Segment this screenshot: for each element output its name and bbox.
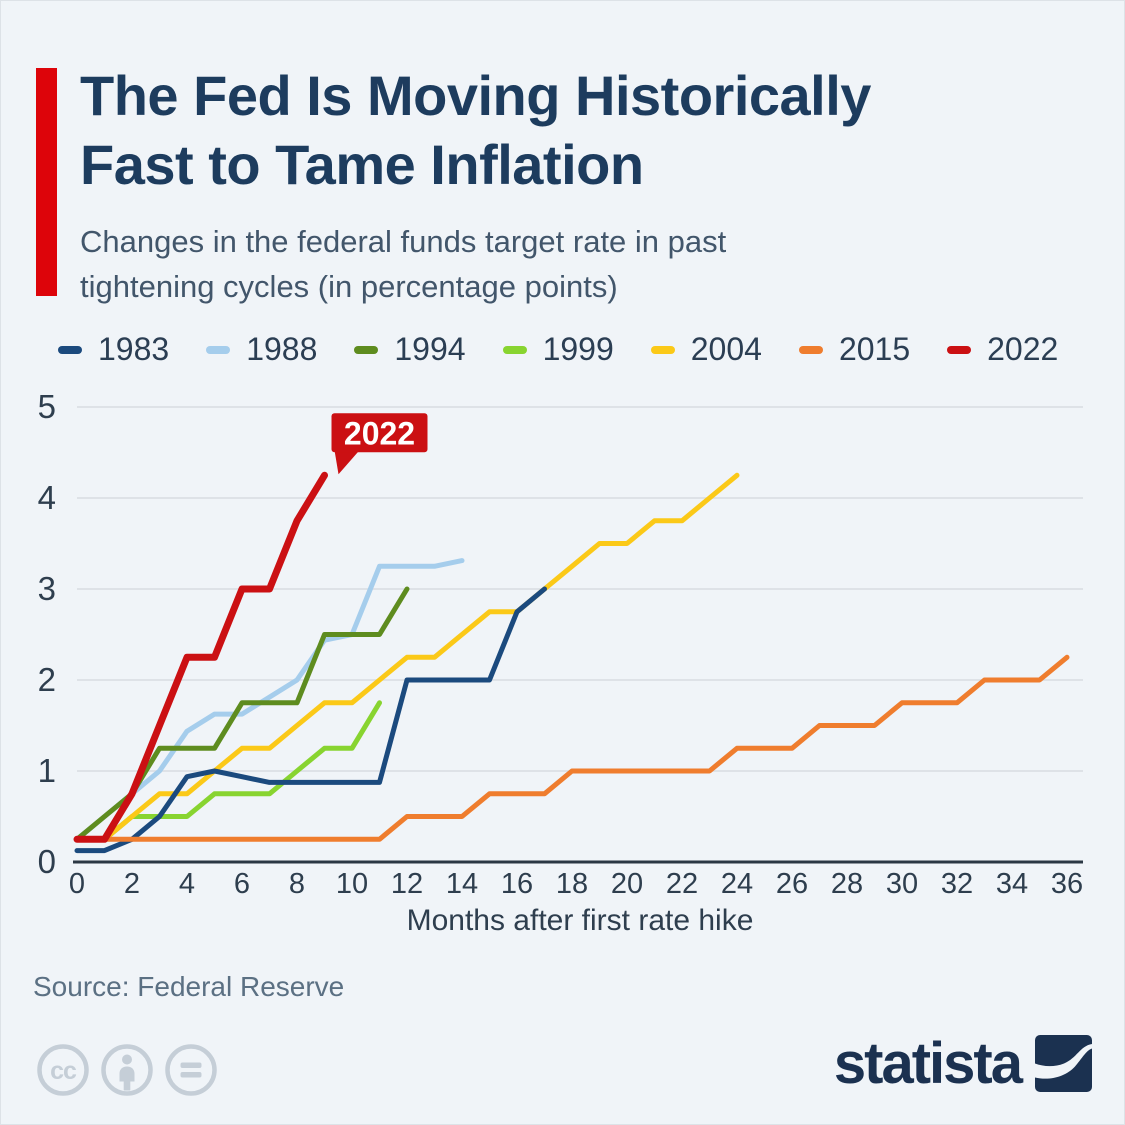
- chart-legend: 1983 1988 1994 1999 2004 2015 2022: [58, 331, 1058, 368]
- x-tick-label-10: 10: [336, 868, 368, 900]
- y-tick-label-1: 1: [38, 752, 56, 789]
- page-title: The Fed Is Moving Historically Fast to T…: [80, 61, 1080, 199]
- annotation-box: [331, 413, 428, 453]
- x-tick-label-24: 24: [721, 868, 753, 900]
- legend-swatch-1983: [58, 345, 82, 354]
- title-line-1: The Fed Is Moving Historically: [80, 64, 871, 127]
- annotation-text: 2022: [344, 415, 415, 451]
- series-line-1983: [74, 586, 547, 854]
- legend-swatch-1994: [354, 345, 379, 354]
- legend-swatch-2015: [798, 345, 823, 354]
- license-icons: cc: [36, 1043, 218, 1097]
- series-line-2022: [73, 471, 328, 843]
- legend-item-1983: 1983: [58, 331, 169, 368]
- subtitle-line-2: tightening cycles (in percentage points): [80, 269, 618, 304]
- annotation-pointer: [334, 450, 360, 475]
- x-tick-label-30: 30: [886, 868, 918, 900]
- x-tick-label-14: 14: [446, 868, 478, 900]
- chart-subtitle: Changes in the federal funds target rate…: [80, 219, 1060, 309]
- cc-nd-equals-icon: [165, 1044, 217, 1096]
- x-tick-label-20: 20: [611, 868, 643, 900]
- line-chart: 0 1 2 3 4 5 0 2 4 6 8 10 12 14 16 18 20 22 24 26 28 30 32 34 36 M…: [0, 388, 1125, 950]
- legend-label: 1988: [246, 331, 318, 367]
- x-tick-label-26: 26: [776, 868, 808, 900]
- x-tick-label-16: 16: [501, 868, 533, 900]
- cc-icon: cc: [37, 1044, 89, 1096]
- x-tick-label-8: 8: [289, 868, 305, 900]
- legend-label: 1983: [98, 331, 170, 367]
- legend-label: 2015: [838, 331, 911, 367]
- legend-item-2022: 2022: [947, 331, 1058, 368]
- series-line-2015: [74, 654, 1070, 842]
- legend-item-1994: 1994: [354, 331, 466, 368]
- title-line-2: Fast to Tame Inflation: [80, 133, 644, 196]
- legend-label: 2022: [987, 331, 1059, 367]
- x-tick-label-36: 36: [1051, 868, 1083, 900]
- legend-item-1999: 1999: [502, 331, 614, 368]
- legend-label: 1994: [394, 331, 466, 367]
- y-tick-label-5: 5: [38, 390, 56, 425]
- cc-by-person-icon: [101, 1044, 153, 1096]
- legend-item-2004: 2004: [650, 331, 762, 368]
- annotation-2022-callout: 2022: [331, 413, 428, 475]
- x-tick-label-34: 34: [996, 868, 1028, 900]
- svg-text:cc: cc: [50, 1057, 77, 1085]
- statista-logo: statista: [833, 1031, 1092, 1096]
- series-line-1988: [74, 558, 465, 842]
- legend-swatch-1988: [206, 345, 231, 354]
- statista-logo-text: statista: [833, 1031, 1023, 1096]
- y-tick-label-2: 2: [38, 661, 56, 698]
- legend-swatch-1999: [502, 345, 527, 354]
- statista-logo-icon: [1035, 1035, 1092, 1092]
- legend-item-1988: 1988: [206, 331, 317, 368]
- x-tick-label-32: 32: [941, 868, 973, 900]
- legend-swatch-2004: [650, 345, 675, 354]
- legend-label: 1999: [542, 331, 614, 367]
- x-tick-label-4: 4: [179, 868, 195, 900]
- legend-swatch-2022: [947, 345, 972, 354]
- x-tick-label-18: 18: [556, 868, 588, 900]
- title-accent-bar: [36, 68, 57, 296]
- x-tick-label-22: 22: [666, 868, 698, 900]
- legend-item-2015: 2015: [798, 331, 911, 368]
- x-tick-label-28: 28: [831, 868, 863, 900]
- y-tick-label-0: 0: [38, 843, 56, 880]
- x-tick-label-2: 2: [124, 868, 140, 900]
- series-line-2004: [74, 472, 740, 842]
- x-axis-title: Months after first rate hike: [407, 904, 754, 937]
- x-tick-label-12: 12: [391, 868, 423, 900]
- y-tick-label-3: 3: [38, 570, 56, 607]
- subtitle-line-1: Changes in the federal funds target rate…: [80, 224, 727, 259]
- y-tick-label-4: 4: [38, 479, 56, 516]
- source-note: Source: Federal Reserve: [33, 971, 345, 1002]
- x-tick-label-6: 6: [234, 868, 250, 900]
- legend-label: 2004: [690, 331, 762, 367]
- x-tick-label-0: 0: [69, 868, 85, 900]
